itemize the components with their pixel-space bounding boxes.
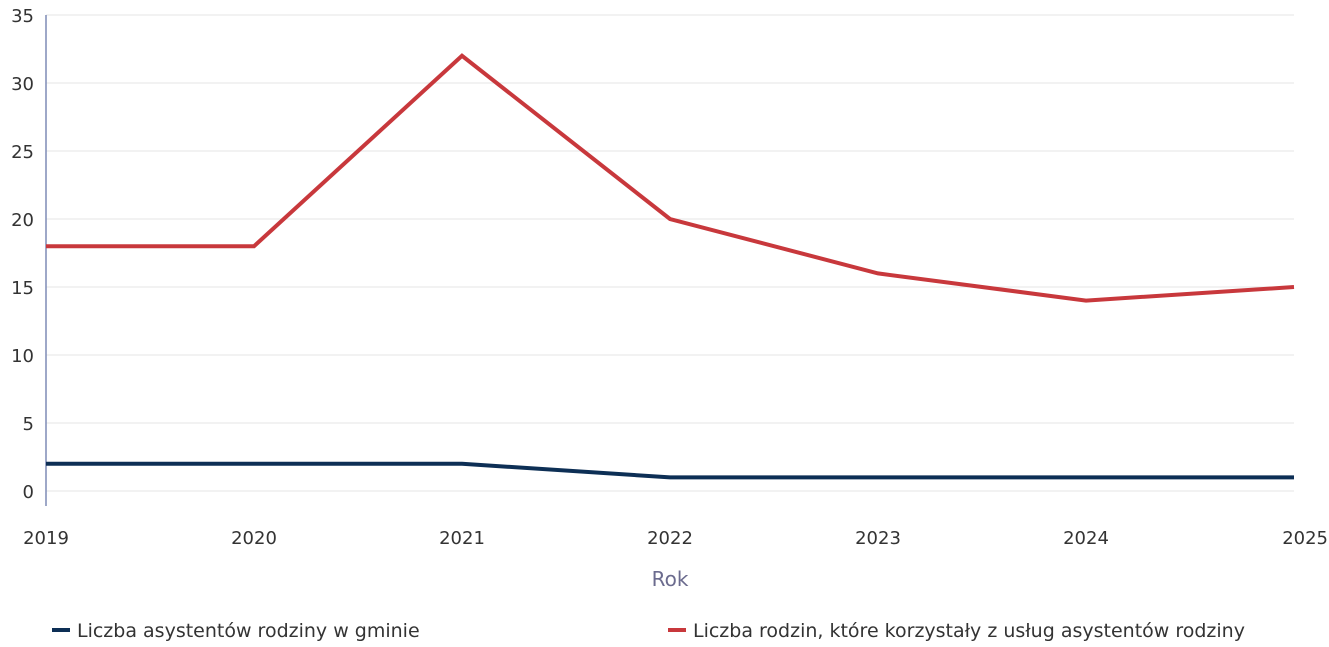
legend-item-2[interactable]: Liczba rodzin, które korzystały z usług … xyxy=(668,620,1245,642)
legend: Liczba asystentów rodziny w gminie Liczba… xyxy=(52,620,1245,642)
y-tick-label: 35 xyxy=(11,6,34,27)
grid-layer xyxy=(46,14,1294,492)
y-tick-label: 0 xyxy=(23,482,34,503)
legend-item-1[interactable]: Liczba asystentów rodziny w gminie xyxy=(52,620,420,642)
x-tick-label: 2022 xyxy=(647,528,693,549)
y-tick-label: 30 xyxy=(11,74,34,95)
x-tick-label: 2019 xyxy=(23,528,69,549)
series-line-1 xyxy=(46,461,1294,480)
y-tick-labels: 0 5 10 15 20 25 30 35 xyxy=(11,6,34,503)
legend-label: Liczba rodzin, które korzystały z usług … xyxy=(693,620,1245,642)
x-tick-label: 2024 xyxy=(1063,528,1109,549)
x-tick-label: 2020 xyxy=(231,528,277,549)
y-tick-label: 25 xyxy=(11,142,34,163)
y-tick-label: 15 xyxy=(11,278,34,299)
x-tick-labels: 2019 2020 2021 2022 2023 2024 2025 xyxy=(23,528,1328,549)
x-axis-title: Rok xyxy=(652,567,689,591)
x-tick-label: 2021 xyxy=(439,528,485,549)
series-line-2 xyxy=(46,53,1295,303)
legend-label: Liczba asystentów rodziny w gminie xyxy=(77,620,420,642)
y-tick-label: 20 xyxy=(11,210,34,231)
legend-swatch xyxy=(52,628,70,632)
x-tick-label: 2023 xyxy=(855,528,901,549)
legend-swatch xyxy=(668,628,686,632)
y-tick-label: 10 xyxy=(11,346,34,367)
y-tick-label: 5 xyxy=(23,414,34,435)
x-tick-label: 2025 xyxy=(1282,528,1328,549)
series-layer xyxy=(46,53,1295,480)
